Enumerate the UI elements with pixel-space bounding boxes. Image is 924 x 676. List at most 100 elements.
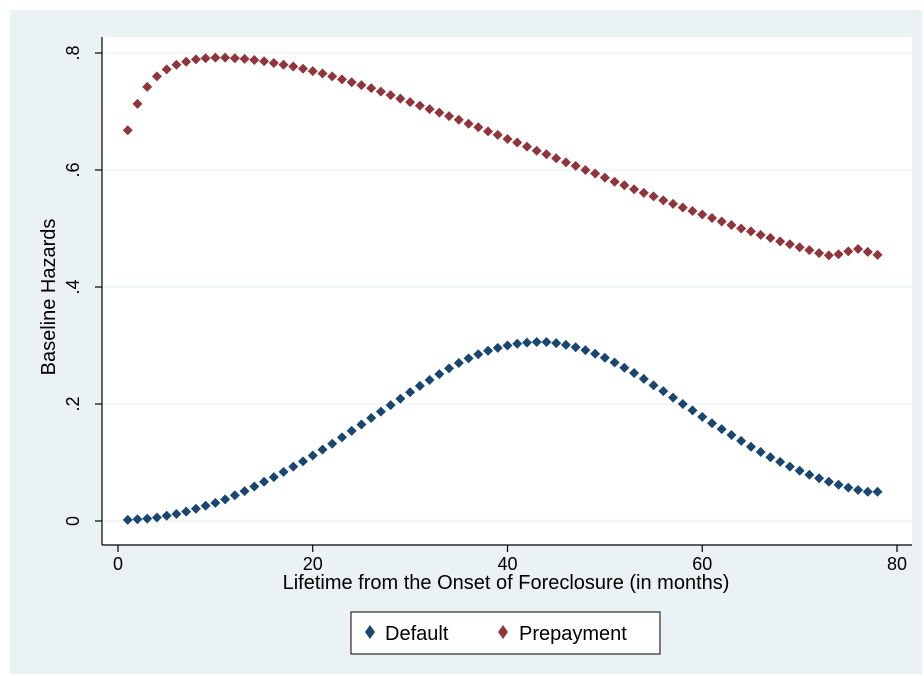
data-point-default [521, 337, 532, 348]
y-axis-label: Baseline Hazards [38, 219, 60, 376]
data-point-default [745, 441, 756, 452]
data-point-default [814, 473, 825, 484]
data-point-default [220, 494, 231, 505]
series-default [122, 336, 883, 525]
data-point-default [551, 338, 562, 349]
data-point-prepayment [375, 86, 386, 97]
data-point-prepayment [580, 165, 591, 175]
data-point-default [249, 481, 260, 492]
x-axis-label: Lifetime from the Onset of Foreclosure (… [283, 572, 730, 594]
data-point-default [463, 353, 474, 364]
data-point-default [385, 400, 396, 411]
series-layer [122, 52, 883, 525]
data-point-prepayment [853, 243, 864, 254]
data-point-prepayment [483, 126, 494, 137]
data-point-prepayment [181, 56, 192, 67]
x-tick-label: 0 [113, 554, 123, 574]
data-point-default [307, 450, 318, 461]
data-point-default [210, 497, 221, 508]
data-point-default [736, 435, 747, 446]
data-point-prepayment [551, 153, 562, 164]
data-point-prepayment [687, 205, 698, 216]
data-point-prepayment [122, 125, 133, 136]
data-point-prepayment [531, 145, 542, 156]
data-point-default [405, 387, 416, 398]
data-point-prepayment [677, 202, 688, 213]
series-prepayment [122, 52, 883, 261]
data-point-default [366, 413, 377, 424]
legend-marker-prepayment [498, 625, 508, 639]
data-point-prepayment [843, 246, 854, 257]
data-point-default [706, 418, 717, 429]
data-point-prepayment [463, 118, 474, 129]
data-point-prepayment [736, 223, 747, 234]
y-tick-label: .4 [63, 279, 83, 294]
data-point-default [327, 438, 338, 449]
data-point-default [697, 411, 708, 422]
data-point-default [541, 336, 552, 347]
data-point-default [298, 456, 309, 467]
data-point-prepayment [599, 172, 610, 183]
data-point-default [804, 469, 815, 480]
data-point-prepayment [405, 97, 416, 108]
data-point-prepayment [239, 53, 250, 64]
data-point-prepayment [151, 71, 162, 82]
data-point-default [687, 405, 698, 416]
data-point-prepayment [862, 246, 873, 257]
data-point-prepayment [356, 80, 367, 91]
legend-label-prepayment: Prepayment [519, 623, 627, 645]
data-point-prepayment [833, 249, 844, 260]
data-point-prepayment [814, 248, 825, 259]
data-point-default [853, 484, 864, 495]
data-point-prepayment [521, 141, 532, 152]
data-point-prepayment [648, 191, 659, 202]
data-point-default [784, 461, 795, 472]
data-point-default [414, 380, 425, 391]
data-point-default [278, 466, 289, 477]
data-point-default [668, 392, 679, 403]
data-point-default [862, 486, 873, 497]
data-point-prepayment [784, 239, 795, 250]
data-point-default [395, 393, 406, 404]
data-point-default [259, 476, 270, 487]
data-point-prepayment [716, 216, 727, 227]
data-point-prepayment [414, 100, 425, 111]
data-point-prepayment [755, 229, 766, 240]
data-point-default [833, 479, 844, 490]
y-tick-label: .8 [63, 45, 83, 60]
data-point-prepayment [327, 71, 338, 82]
data-point-prepayment [619, 180, 630, 191]
data-point-prepayment [366, 83, 377, 94]
data-point-default [677, 399, 688, 409]
data-point-default [190, 503, 201, 514]
data-point-prepayment [697, 209, 708, 220]
data-point-default [872, 486, 883, 497]
data-point-default [599, 352, 610, 363]
data-point-prepayment [132, 98, 143, 109]
data-point-prepayment [823, 250, 834, 261]
data-point-default [161, 510, 172, 521]
data-point-prepayment [570, 160, 581, 171]
data-point-prepayment [706, 212, 717, 223]
data-point-default [151, 512, 162, 523]
data-point-default [619, 362, 630, 373]
data-point-default [765, 452, 776, 463]
data-point-prepayment [434, 107, 445, 118]
data-point-prepayment [424, 104, 435, 115]
data-point-prepayment [775, 236, 786, 247]
x-tick-label: 20 [303, 554, 323, 574]
data-point-default [716, 424, 727, 435]
data-point-prepayment [590, 168, 601, 179]
data-point-default [629, 367, 640, 378]
data-point-default [658, 386, 669, 397]
data-point-prepayment [346, 77, 357, 88]
x-tick-label: 80 [887, 554, 907, 574]
data-point-default [580, 345, 591, 356]
data-point-default [823, 476, 834, 487]
data-point-prepayment [288, 61, 299, 72]
data-point-default [424, 375, 435, 386]
y-tick-label: .6 [63, 162, 83, 177]
data-point-prepayment [560, 157, 571, 168]
data-point-prepayment [444, 111, 455, 122]
data-point-default [609, 357, 620, 368]
